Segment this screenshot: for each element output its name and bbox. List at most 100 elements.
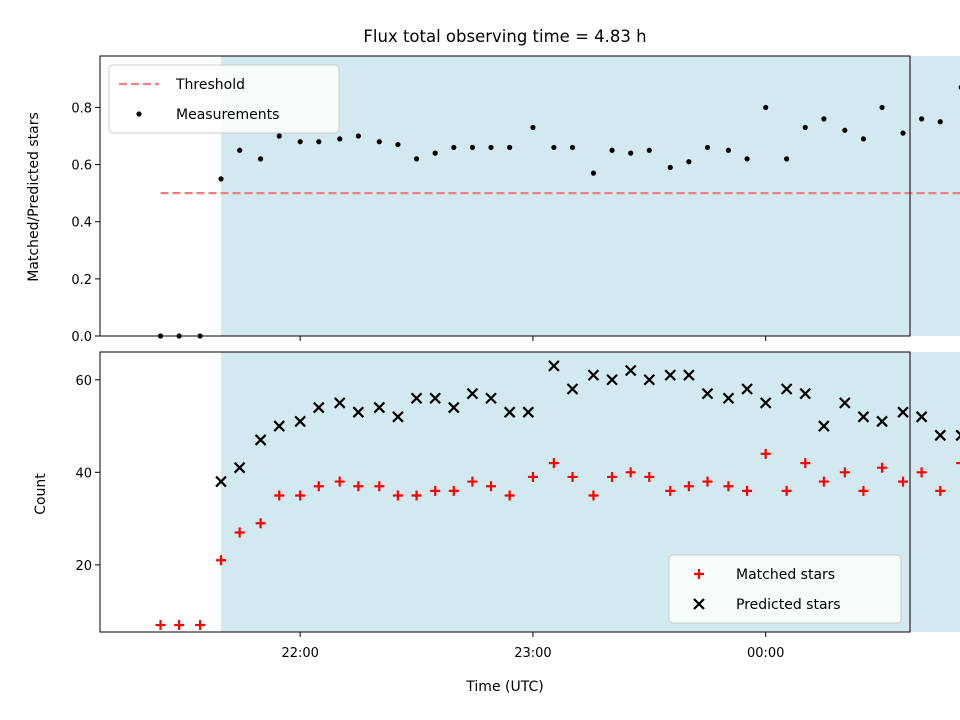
plus-marker [877, 462, 888, 473]
cross-marker [664, 369, 677, 381]
data-point [432, 150, 438, 156]
predicted-stars-series [215, 360, 960, 488]
plus-marker [411, 490, 422, 501]
legend-label: Threshold [175, 77, 245, 93]
data-point [686, 159, 692, 165]
data-point [355, 133, 361, 139]
data-point [237, 147, 243, 153]
cross-marker [876, 415, 888, 428]
cross-marker [503, 406, 516, 418]
cross-marker [485, 392, 497, 405]
cross-marker [606, 373, 618, 386]
cross-marker [624, 364, 637, 377]
plus-marker [800, 458, 811, 469]
plus-marker [504, 490, 515, 501]
plus-marker [430, 485, 441, 496]
legend-plus-swatch [694, 569, 704, 579]
data-point [821, 116, 827, 122]
cross-marker [701, 387, 714, 400]
ratio-y-axis-label: Matched/Predicted stars [26, 112, 42, 282]
plus-marker [234, 527, 245, 538]
plus-marker [374, 481, 385, 492]
legend: Matched stars Predicted stars [668, 554, 902, 624]
plus-marker [313, 481, 324, 492]
plus-marker [527, 471, 538, 482]
data-point [937, 119, 943, 125]
cross-marker [839, 397, 851, 409]
x-tick-label: 00:00 [747, 646, 784, 661]
cross-marker [352, 406, 365, 418]
plus-marker [588, 490, 599, 501]
data-point [590, 170, 597, 176]
cross-marker [915, 411, 928, 423]
data-point [919, 116, 925, 122]
plus-marker [898, 476, 909, 487]
cross-marker [587, 369, 600, 381]
data-point [763, 104, 769, 111]
x-tick-label: 22:00 [281, 646, 318, 661]
data-point [646, 147, 652, 153]
cross-marker [466, 387, 479, 400]
plus-marker [174, 620, 185, 631]
cross-marker [333, 397, 346, 409]
y-tick-label: 0.2 [71, 273, 92, 288]
cross-marker [548, 360, 560, 372]
cross-marker [741, 383, 753, 395]
cross-marker [254, 434, 267, 446]
legend-label: Measurements [176, 107, 279, 123]
plus-marker [760, 448, 771, 459]
cross-marker [722, 392, 735, 405]
data-point [258, 156, 264, 162]
count-panel: 20406022:0023:0000:0001:0002:0003:00Matc… [75, 351, 960, 661]
cross-marker [522, 406, 535, 418]
cross-marker [215, 475, 227, 488]
y-tick-label: 0.4 [71, 216, 92, 231]
data-point [530, 124, 536, 131]
y-tick-label: 0.8 [71, 101, 92, 116]
data-point [744, 156, 750, 162]
cross-marker [429, 392, 441, 405]
ratio-panel: 0.0 0.2 0.4 0.6 0.8 Threshold Measurements [71, 55, 960, 345]
chart-title: Flux total observing time = 4.83 h [363, 27, 646, 46]
cross-marker [934, 429, 947, 442]
cross-marker [759, 397, 772, 409]
data-point [395, 141, 401, 148]
cross-marker [410, 392, 423, 405]
plus-marker [353, 481, 364, 492]
legend-box [668, 554, 902, 624]
legend-dot-swatch [136, 111, 142, 117]
data-point [900, 130, 906, 136]
plus-marker [392, 490, 403, 501]
plus-marker [723, 481, 734, 492]
plus-marker [467, 476, 478, 487]
y-tick-label: 20 [75, 559, 92, 574]
plus-marker [274, 490, 285, 501]
plus-marker [644, 471, 655, 482]
plus-marker [916, 467, 927, 478]
data-point [297, 139, 303, 145]
legend-label: Matched stars [736, 567, 835, 583]
cross-marker [448, 401, 460, 414]
plus-marker [625, 467, 636, 478]
legend-label: Predicted stars [736, 597, 841, 613]
plus-marker [935, 485, 946, 496]
plus-marker [839, 467, 850, 478]
matched-stars-series [155, 448, 960, 631]
count-y-axis-label: Count [33, 473, 49, 515]
plus-marker [702, 476, 713, 487]
legend-box [108, 64, 340, 134]
data-point [488, 144, 494, 151]
data-point [337, 136, 343, 142]
plus-marker [548, 458, 559, 469]
plus-marker [818, 476, 829, 487]
cross-marker [799, 387, 812, 400]
data-point [628, 150, 634, 156]
plus-marker [195, 620, 206, 631]
cross-marker [294, 415, 306, 428]
plus-marker [486, 481, 497, 492]
data-point [725, 147, 732, 153]
cross-marker [566, 383, 579, 395]
data-point [218, 176, 224, 182]
plus-marker [742, 485, 753, 496]
